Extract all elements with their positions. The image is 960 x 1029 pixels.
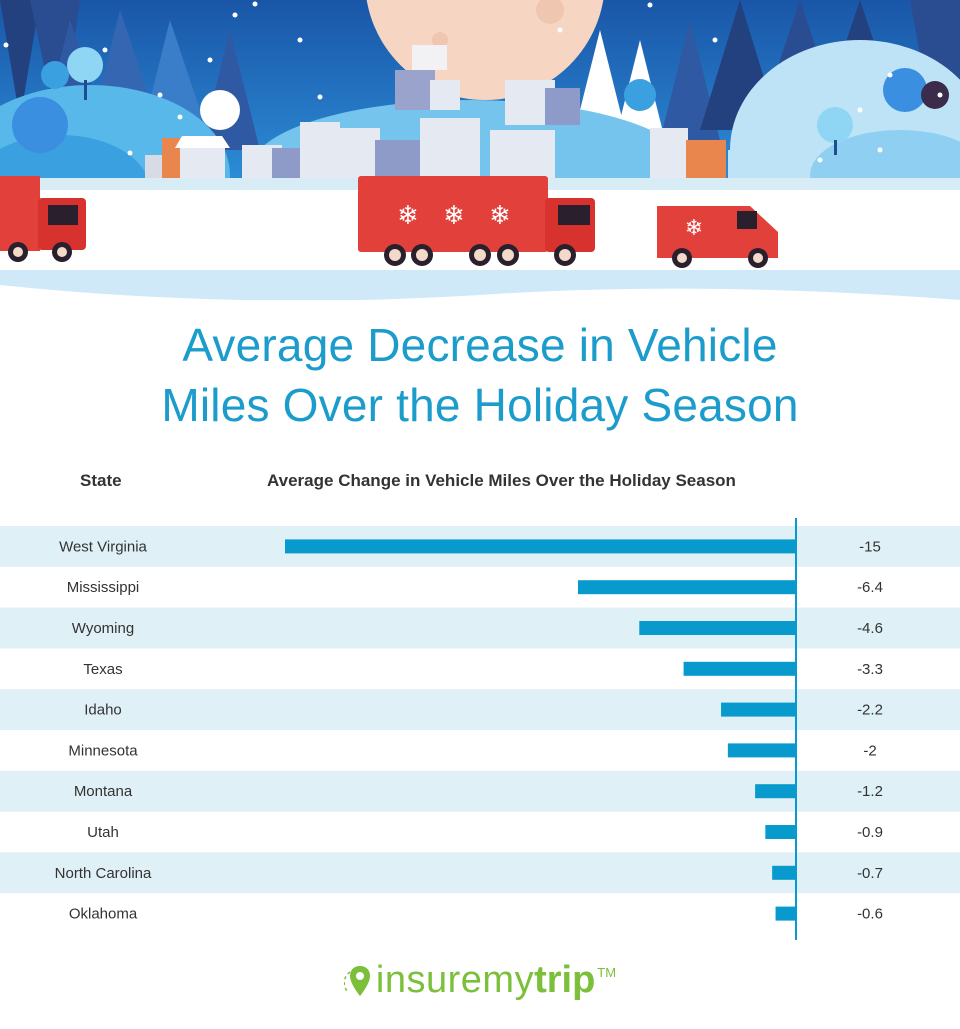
value-label: -0.7 bbox=[857, 865, 883, 882]
state-label: Montana bbox=[74, 783, 133, 800]
logo-text-bold: trip bbox=[534, 958, 596, 1001]
winter-village-illustration: ❄ ❄ ❄ ❄ bbox=[0, 0, 960, 300]
page-title-line-2: Miles Over the Holiday Season bbox=[161, 379, 799, 431]
state-label: Oklahoma bbox=[69, 906, 138, 923]
bar bbox=[639, 621, 796, 635]
row-background bbox=[0, 852, 960, 894]
state-label: Wyoming bbox=[72, 620, 134, 637]
value-label: -0.9 bbox=[857, 824, 883, 841]
bar bbox=[285, 539, 796, 554]
village-houses bbox=[145, 45, 773, 180]
row-background bbox=[0, 689, 960, 730]
row-background bbox=[0, 607, 960, 649]
column-header-state: State bbox=[80, 471, 122, 490]
snowflake-icon: ❄ bbox=[489, 200, 511, 230]
state-label: Minnesota bbox=[68, 742, 138, 759]
value-label: -15 bbox=[859, 538, 881, 555]
page-title-line-1: Average Decrease in Vehicle bbox=[182, 319, 778, 371]
truck-left bbox=[0, 176, 86, 262]
bar bbox=[577, 580, 796, 595]
bar-chart: West Virginia -15 Mississippi -6.4 Wyoming -4… bbox=[0, 518, 960, 940]
logo-trademark: TM bbox=[597, 964, 617, 980]
column-header-change: Average Change in Vehicle Miles Over the… bbox=[267, 471, 736, 490]
state-label: Mississippi bbox=[67, 579, 140, 596]
value-label: -2 bbox=[863, 742, 876, 759]
state-label: Utah bbox=[87, 824, 119, 841]
insuremytrip-logo: insuremy trip TM bbox=[0, 950, 960, 1010]
bar bbox=[727, 743, 796, 758]
value-label: -3.3 bbox=[857, 661, 883, 678]
bar bbox=[765, 825, 796, 839]
state-label: West Virginia bbox=[59, 538, 147, 555]
state-label: Idaho bbox=[84, 702, 122, 719]
logo-text-light: insuremy bbox=[375, 958, 535, 1001]
bar bbox=[721, 702, 796, 717]
snowflake-icon: ❄ bbox=[443, 200, 465, 230]
bar bbox=[772, 865, 796, 880]
value-label: -0.6 bbox=[857, 906, 883, 923]
bar bbox=[755, 784, 796, 799]
map-pin-icon bbox=[343, 965, 370, 996]
value-label: -1.2 bbox=[857, 783, 883, 800]
state-label: Texas bbox=[83, 661, 122, 678]
row-background bbox=[0, 770, 960, 812]
state-label: North Carolina bbox=[55, 865, 152, 882]
snowfall bbox=[3, 1, 943, 163]
bar bbox=[683, 661, 796, 676]
truck-center: ❄ ❄ ❄ bbox=[358, 176, 595, 266]
value-label: -2.2 bbox=[857, 702, 883, 719]
bar bbox=[775, 906, 796, 921]
delivery-van: ❄ bbox=[657, 206, 778, 268]
snowflake-icon: ❄ bbox=[685, 215, 703, 240]
value-label: -6.4 bbox=[857, 579, 883, 596]
snowflake-icon: ❄ bbox=[397, 200, 419, 230]
value-label: -4.6 bbox=[857, 620, 883, 637]
